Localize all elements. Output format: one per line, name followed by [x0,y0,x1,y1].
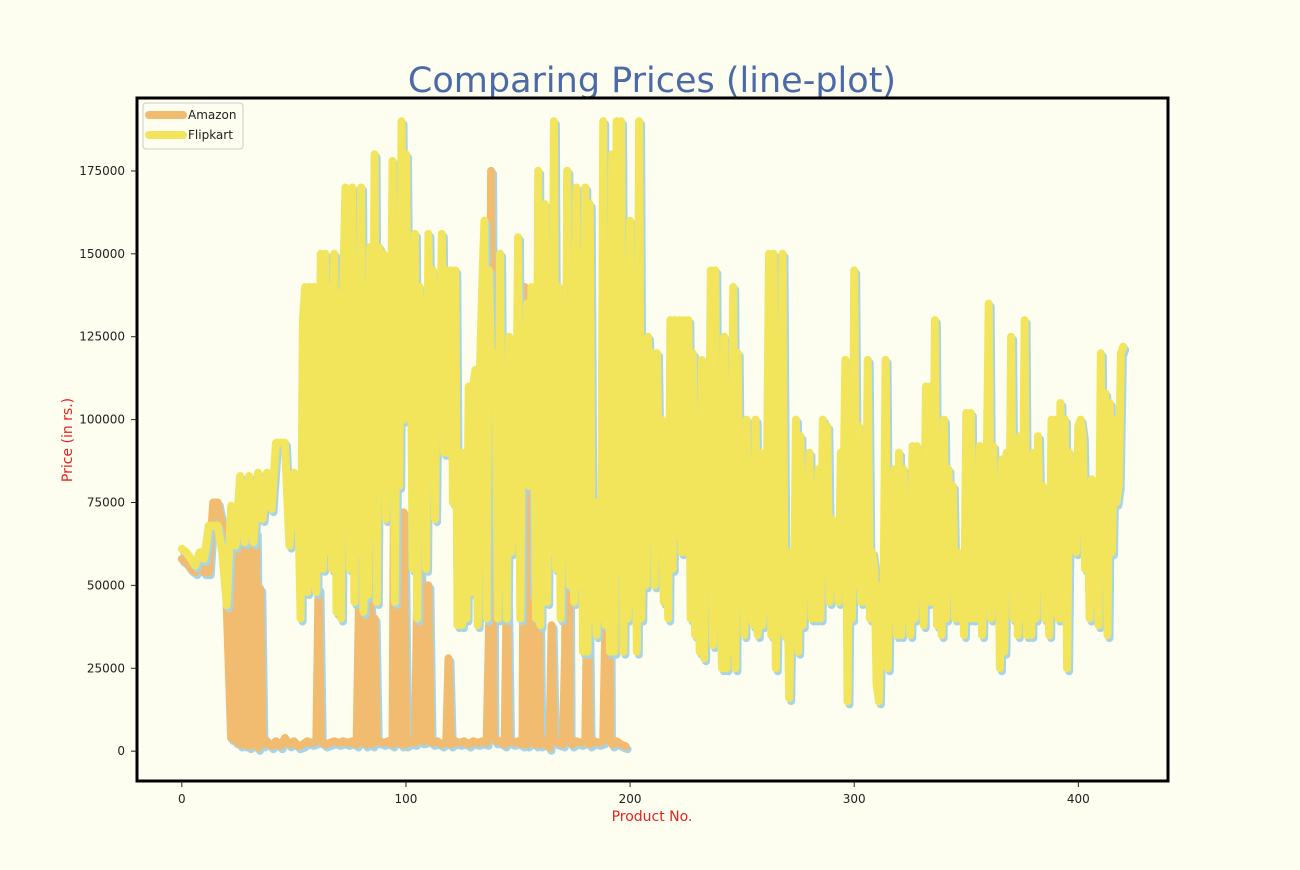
series-line-flipkart [177,117,1128,706]
y-tick-label: 25000 [87,661,125,675]
y-tick-label: 0 [117,744,125,758]
y-tick-label: 100000 [79,413,125,427]
plot-area-frame [135,96,1170,783]
y-tick-label: 175000 [79,164,125,178]
series-line-amazon [177,166,630,752]
x-tick-label: 300 [843,792,866,806]
y-tick-label: 125000 [79,330,125,344]
x-tick-label: 0 [178,792,186,806]
y-tick-label: 75000 [87,495,125,509]
series-layer [177,117,1130,755]
legend-label-amazon: Amazon [188,108,237,122]
y-tick-label: 50000 [87,578,125,592]
y-axis-label: Price (in rs.) [60,398,76,482]
y-axis: 0 25000 50000 75000 100000 125000 150000 175000 [79,164,137,758]
x-axis-label: Product No. [612,809,693,825]
x-axis: 0 100 200 300 400 [178,781,1090,806]
x-tick-label: 100 [395,792,418,806]
legend: Amazon Flipkart [142,102,244,150]
x-tick-label: 200 [619,792,642,806]
chart-title: Comparing Prices (line-plot) [408,61,896,101]
x-tick-label: 400 [1067,792,1090,806]
legend-label-flipkart: Flipkart [188,128,233,142]
y-tick-label: 150000 [79,247,125,261]
